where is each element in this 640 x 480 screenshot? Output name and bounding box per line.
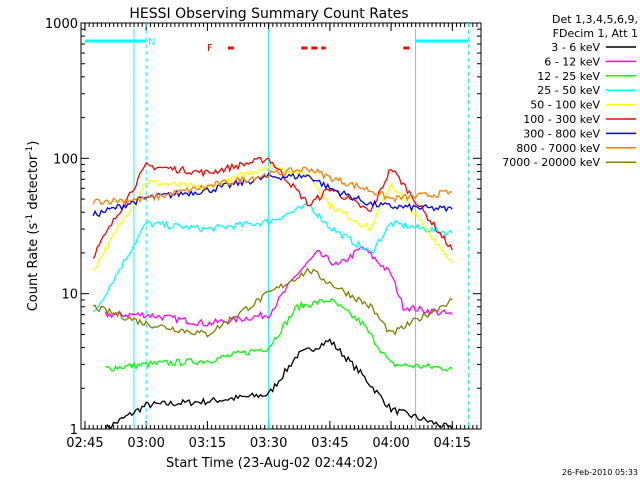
y-tick-labels: 1 10 100 1000 (45, 17, 78, 438)
series-line-50-100-kev (92, 163, 453, 271)
chart-title: HESSI Observing Summary Count Rates (129, 6, 408, 22)
legend-label: 3 - 6 keV (551, 41, 600, 54)
x-tick-label: 03:15 (189, 436, 226, 451)
series-line-12-25-kev (105, 297, 453, 372)
legend-label: 12 - 25 keV (537, 70, 600, 83)
y-tick-label: 1 (70, 423, 78, 438)
x-tick-labels: 02:45 03:00 03:15 03:30 03:45 04:00 04:15 (66, 436, 471, 451)
y-axis-label: Count Rate (s-1 detector-1) (25, 141, 41, 312)
generation-timestamp: 26-Feb-2010 05:33 (562, 468, 638, 477)
flare-label: F (207, 43, 213, 54)
y-tick-label: 100 (53, 152, 78, 167)
legend-label: 800 - 7000 keV (516, 142, 600, 155)
x-tick-label: 03:45 (311, 436, 348, 451)
x-tick-label: 03:00 (127, 436, 164, 451)
series-line-7000-20000-kev (92, 267, 453, 338)
x-axis-label: Start Time (23-Aug-02 02:44:02) (166, 456, 378, 471)
series-line-100-300-kev (92, 157, 453, 259)
series-line-800-7000-kev (92, 166, 453, 206)
legend-title-line-2: FDecim 1, Att 1 (553, 27, 638, 40)
legend-label: 50 - 100 keV (530, 99, 600, 112)
axis-ticks (81, 22, 481, 430)
x-tick-label: 04:00 (372, 436, 409, 451)
series-line-25-50-kev (92, 202, 453, 313)
x-tick-label: 03:30 (250, 436, 287, 451)
legend-label: 6 - 12 keV (544, 55, 600, 68)
y-tick-label: 1000 (45, 17, 78, 32)
legend-label: 100 - 300 keV (523, 113, 600, 126)
x-tick-label: 02:45 (66, 436, 103, 451)
x-tick-label: 04:15 (434, 436, 471, 451)
legend-label: 25 - 50 keV (537, 84, 600, 97)
night-label: N (148, 37, 155, 48)
series-layer (92, 157, 453, 430)
series-line-6-12-kev (104, 246, 453, 327)
legend-label: 7000 - 20000 keV (502, 156, 600, 169)
legend-title-line-1: Det 1,3,4,5,6,9, (552, 13, 638, 26)
legend-label: 300 - 800 keV (523, 127, 600, 140)
y-tick-label: 10 (61, 288, 78, 303)
series-line-3-6-kev (104, 338, 453, 430)
